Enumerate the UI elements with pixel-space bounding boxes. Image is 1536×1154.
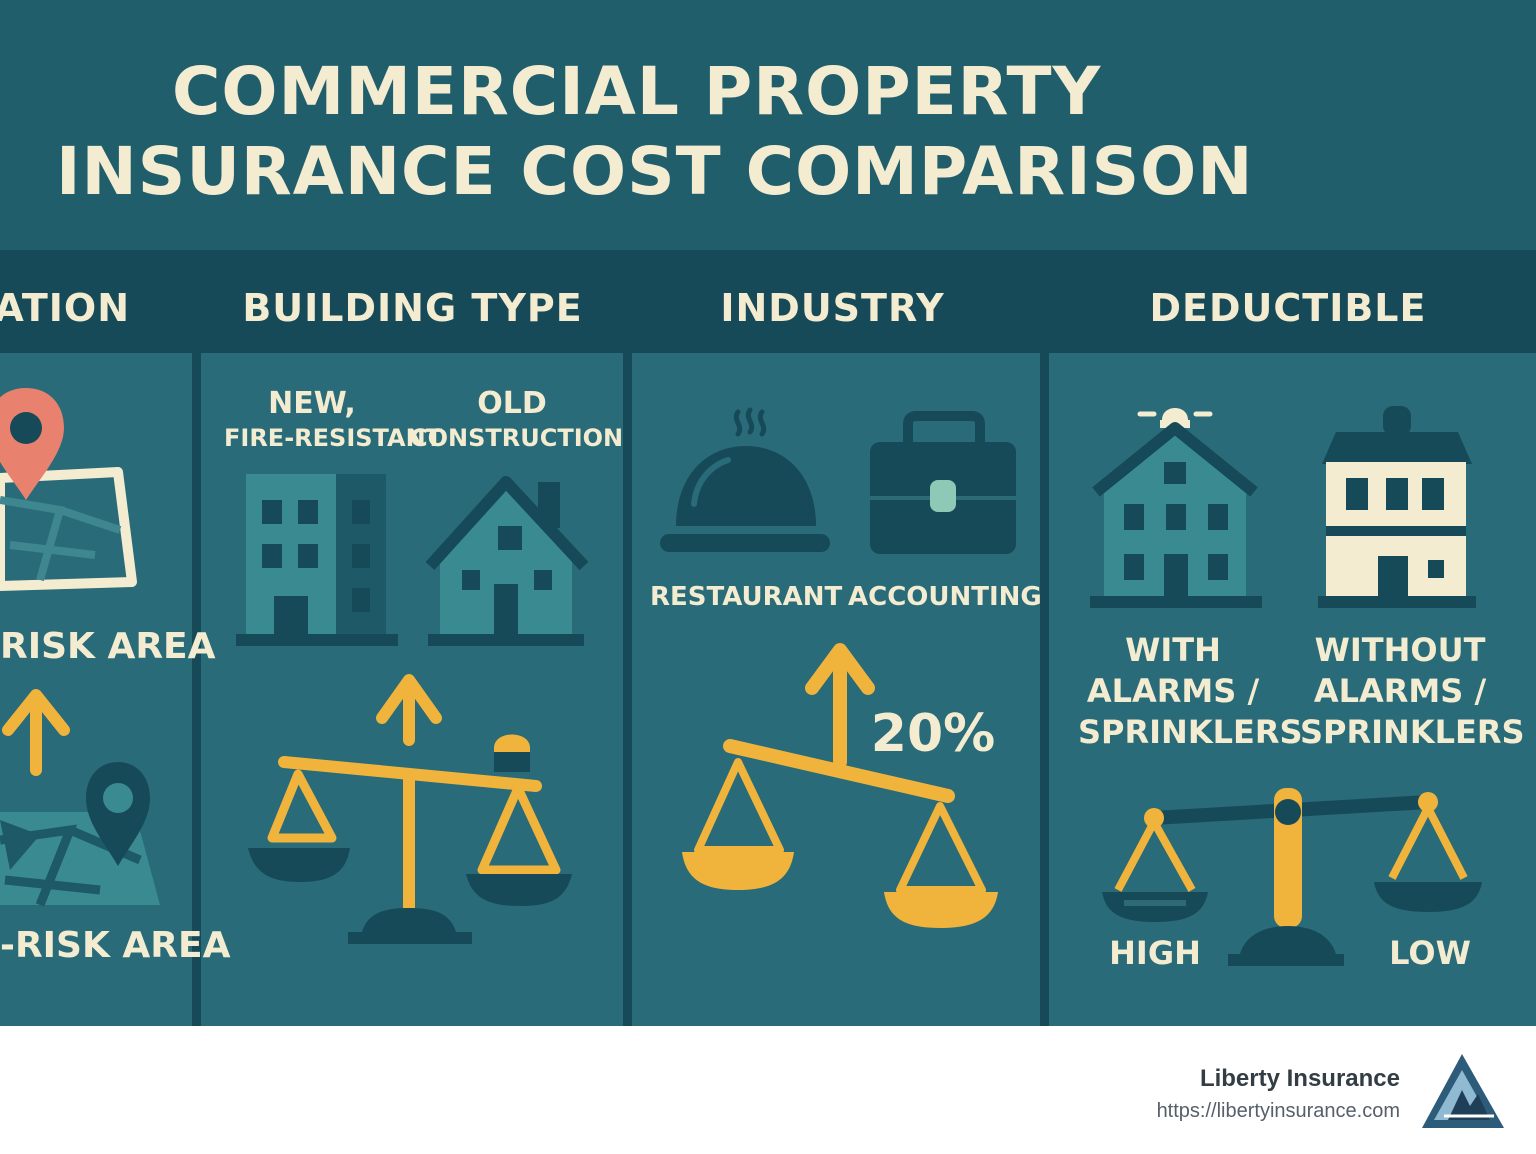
- new-label-line-1: NEW,: [268, 386, 356, 421]
- scale-icon: [1102, 788, 1482, 966]
- brand-name: Liberty Insurance: [1199, 1065, 1400, 1092]
- column-header-band: [0, 250, 1536, 353]
- footer: [0, 1026, 1536, 1154]
- up-arrow-icon: [805, 643, 875, 769]
- scale-icon: [248, 734, 572, 944]
- without-alarms-line-2: ALARMS /: [1313, 672, 1487, 710]
- brand-block: Liberty Insurance https://libertyinsuran…: [1157, 1064, 1400, 1126]
- new-label-line-2: FIRE-RESISTANT: [224, 424, 443, 452]
- without-alarms-line-1: WITHOUT: [1314, 631, 1486, 669]
- deductible-heading: DEDUCTIBLE: [1149, 286, 1427, 330]
- briefcase-icon: [870, 411, 1016, 554]
- map-icon: [0, 467, 137, 591]
- with-alarms-line-2: ALARMS /: [1086, 672, 1260, 710]
- without-alarms-line-3: SPRINKLERS: [1300, 713, 1525, 751]
- column-divider: [192, 353, 201, 1026]
- location-bottom-label: -RISK AREA: [0, 925, 231, 966]
- building-icon: [1318, 406, 1476, 608]
- logo-icon: [1422, 1054, 1504, 1128]
- office-building-icon: [236, 474, 398, 646]
- location-top-label: RISK AREA: [0, 626, 216, 667]
- scale-icon: [682, 739, 998, 928]
- house-icon: [425, 476, 589, 646]
- industry-heading: INDUSTRY: [720, 286, 945, 330]
- restaurant-label: RESTAURANT: [650, 582, 843, 612]
- with-alarms-label: WITH ALARMS / SPRINKLERS: [1078, 630, 1303, 753]
- page-title: COMMERCIAL PROPERTY INSURANCE COST COMPA…: [0, 52, 1536, 212]
- old-label-line-1: OLD: [477, 386, 547, 421]
- title-line-2: INSURANCE COST COMPARISON: [56, 133, 1254, 210]
- map-pin-icon: [0, 388, 64, 500]
- with-alarms-line-1: WITH: [1125, 631, 1221, 669]
- brand-url: https://libertyinsurance.com: [1156, 1100, 1400, 1122]
- with-alarms-line-3: SPRINKLERS: [1078, 713, 1303, 751]
- column-divider: [623, 353, 632, 1026]
- alarm-house-icon: [1090, 408, 1262, 608]
- up-arrow-icon: [376, 674, 442, 746]
- column-divider: [1040, 353, 1049, 1026]
- up-arrow-icon: [2, 689, 70, 776]
- map-pin-icon: [86, 762, 150, 866]
- cloche-icon: [660, 407, 830, 552]
- high-label: HIGH: [1109, 934, 1201, 972]
- without-alarms-label: WITHOUT ALARMS / SPRINKLERS: [1300, 630, 1525, 753]
- percent-label: 20%: [870, 704, 996, 764]
- building-type-heading: BUILDING TYPE: [242, 286, 583, 330]
- accounting-label: ACCOUNTING: [848, 582, 1042, 612]
- location-heading: ATION: [0, 286, 130, 330]
- title-band: [0, 0, 1536, 250]
- low-label: LOW: [1389, 934, 1471, 972]
- title-line-1: COMMERCIAL PROPERTY: [172, 53, 1102, 130]
- old-label-line-2: CONSTRUCTION: [410, 424, 624, 452]
